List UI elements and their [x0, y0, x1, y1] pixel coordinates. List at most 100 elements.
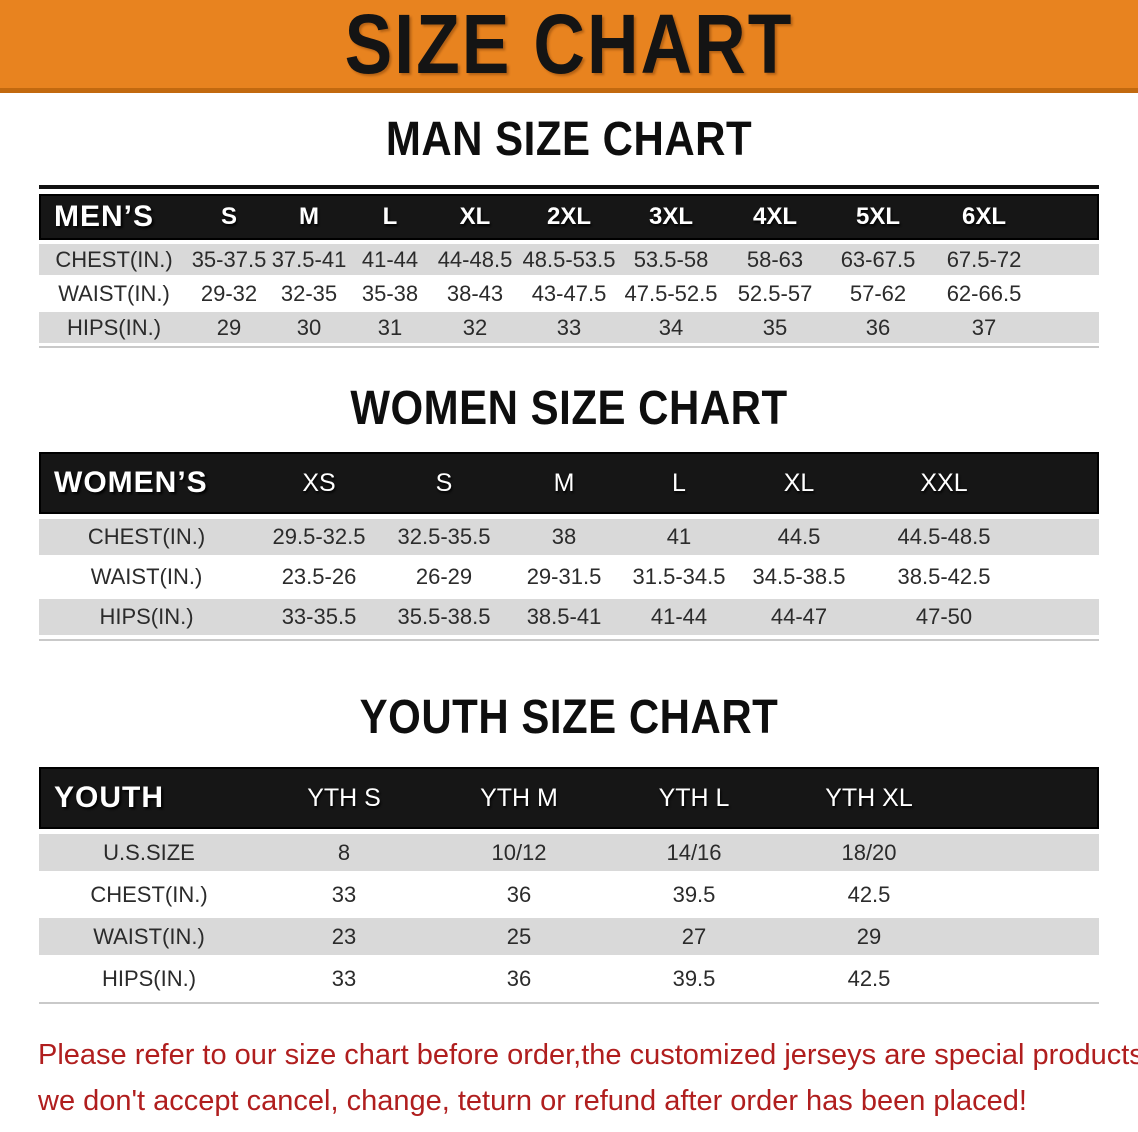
value-cell: 41	[666, 524, 692, 549]
value-cell: 32	[462, 314, 488, 340]
value-cell: 43-47.5	[531, 280, 607, 306]
value-cell: 41-44	[361, 246, 419, 272]
value-cell: 29	[216, 314, 242, 340]
value-cell: 23.5-26	[281, 564, 357, 589]
value-cell: 33	[331, 965, 357, 991]
youth-size-table: YOUTH YTH S YTH M YTH L YTH XL U.S.SIZE 8 10/12…	[39, 767, 1099, 1004]
value-cell: 38-43	[446, 280, 504, 306]
table-row: U.S.SIZE 8 10/12 14/16 18/20	[39, 834, 1099, 871]
men-size-section: MAN SIZE CHART MEN’S S M L XL 2XL 3XL 4XL 5XL 6XL…	[0, 111, 1138, 348]
table-header-row: WOMEN’S XS S M L XL XXL	[39, 452, 1099, 514]
column-header: M	[553, 468, 575, 497]
value-cell: 34	[658, 314, 684, 340]
value-cell: 35-37.5	[191, 246, 267, 272]
row-label: HIPS(IN.)	[101, 965, 197, 991]
value-cell: 35.5-38.5	[397, 604, 491, 629]
men-heading-wrap: MAN SIZE CHART	[0, 111, 1138, 165]
column-header: XL	[783, 468, 815, 497]
women-size-table: WOMEN’S XS S M L XL XXL CHEST(IN.) 29.5-32.5 32.5…	[39, 452, 1099, 641]
women-section-heading: WOMEN SIZE CHART	[350, 380, 788, 435]
value-cell: 38	[551, 524, 577, 549]
disclaimer-line-1: Please refer to our size chart before or…	[38, 1039, 1138, 1071]
men-size-table: MEN’S S M L XL 2XL 3XL 4XL 5XL 6XL CHEST(IN.) 35-37…	[39, 185, 1099, 348]
value-cell: 39.5	[672, 965, 716, 991]
disclaimer: Please refer to our size chart before or…	[0, 1032, 1138, 1124]
value-cell: 23	[331, 923, 357, 949]
value-cell: 26-29	[415, 564, 473, 589]
table-row: CHEST(IN.) 35-37.5 37.5-41 41-44 44-48.5 48.5…	[39, 244, 1099, 275]
men-section-heading: MAN SIZE CHART	[385, 111, 753, 166]
table-header-label: WOMEN’S	[54, 466, 208, 499]
value-cell: 41-44	[650, 604, 708, 629]
row-label: WAIST(IN.)	[58, 280, 170, 306]
column-header: XXL	[920, 468, 968, 497]
youth-size-section: YOUTH SIZE CHART YOUTH YTH S YTH M YTH L YTH…	[0, 689, 1138, 1004]
table-header-row: MEN’S S M L XL 2XL 3XL 4XL 5XL 6XL	[39, 194, 1099, 240]
column-header: YTH L	[658, 783, 730, 812]
column-header: L	[672, 468, 686, 497]
column-header: S	[220, 203, 237, 230]
value-cell: 34.5-38.5	[752, 564, 846, 589]
value-cell: 29-31.5	[526, 564, 602, 589]
value-cell: 39.5	[672, 881, 716, 907]
value-cell: 44.5	[777, 524, 821, 549]
value-cell: 63-67.5	[840, 246, 916, 272]
youth-section-heading: YOUTH SIZE CHART	[359, 689, 779, 744]
value-cell: 29.5-32.5	[272, 524, 366, 549]
column-header: 4XL	[752, 203, 797, 230]
value-cell: 62-66.5	[946, 280, 1022, 306]
table-row: CHEST(IN.) 29.5-32.5 32.5-35.5 38 41 44.5 44.5…	[39, 519, 1099, 555]
value-cell: 36	[506, 881, 532, 907]
value-cell: 57-62	[849, 280, 907, 306]
value-cell: 31	[377, 314, 403, 340]
column-header: YTH XL	[825, 783, 913, 812]
column-header: M	[299, 203, 319, 230]
value-cell: 38.5-41	[526, 604, 602, 629]
youth-heading-wrap: YOUTH SIZE CHART	[0, 689, 1138, 743]
row-label: WAIST(IN.)	[93, 923, 205, 949]
value-cell: 32.5-35.5	[397, 524, 491, 549]
value-cell: 44.5-48.5	[897, 524, 991, 549]
table-header-row: YOUTH YTH S YTH M YTH L YTH XL	[39, 767, 1099, 829]
value-cell: 10/12	[491, 839, 547, 865]
table-row: WAIST(IN.) 23 25 27 29	[39, 918, 1099, 955]
row-label: CHEST(IN.)	[90, 881, 208, 907]
value-cell: 32-35	[280, 280, 338, 306]
column-header: 5XL	[855, 203, 900, 230]
value-cell: 36	[506, 965, 532, 991]
value-cell: 25	[506, 923, 532, 949]
value-cell: 30	[296, 314, 322, 340]
value-cell: 47-50	[915, 604, 973, 629]
column-header: XS	[302, 468, 336, 497]
value-cell: 8	[337, 839, 351, 865]
value-cell: 14/16	[666, 839, 722, 865]
value-cell: 29	[856, 923, 882, 949]
value-cell: 18/20	[841, 839, 897, 865]
column-header: XL	[459, 203, 491, 230]
disclaimer-line-2: we don't accept cancel, change, teturn o…	[38, 1085, 1027, 1117]
value-cell: 47.5-52.5	[624, 280, 718, 306]
column-header: 2XL	[546, 203, 591, 230]
value-cell: 33-35.5	[281, 604, 357, 629]
table-row: HIPS(IN.) 33-35.5 35.5-38.5 38.5-41 41-44 44-…	[39, 599, 1099, 635]
value-cell: 67.5-72	[946, 246, 1022, 272]
banner: SIZE CHART	[0, 0, 1138, 93]
row-label: CHEST(IN.)	[87, 524, 206, 549]
table-row: HIPS(IN.) 33 36 39.5 42.5	[39, 960, 1099, 997]
value-cell: 31.5-34.5	[632, 564, 726, 589]
value-cell: 29-32	[200, 280, 258, 306]
row-label: CHEST(IN.)	[55, 246, 173, 272]
column-header: YTH M	[480, 783, 558, 812]
column-header: S	[435, 468, 453, 497]
table-row: WAIST(IN.) 23.5-26 26-29 29-31.5 31.5-34.5 34…	[39, 559, 1099, 595]
value-cell: 42.5	[847, 965, 891, 991]
row-label: HIPS(IN.)	[66, 314, 162, 340]
value-cell: 38.5-42.5	[897, 564, 991, 589]
table-row: HIPS(IN.) 29 30 31 32 33 34 35 36 37	[39, 312, 1099, 343]
column-header: 6XL	[961, 203, 1006, 230]
table-header-label: YOUTH	[54, 781, 164, 814]
value-cell: 37	[971, 314, 997, 340]
value-cell: 37.5-41	[271, 246, 347, 272]
value-cell: 48.5-53.5	[522, 246, 616, 272]
